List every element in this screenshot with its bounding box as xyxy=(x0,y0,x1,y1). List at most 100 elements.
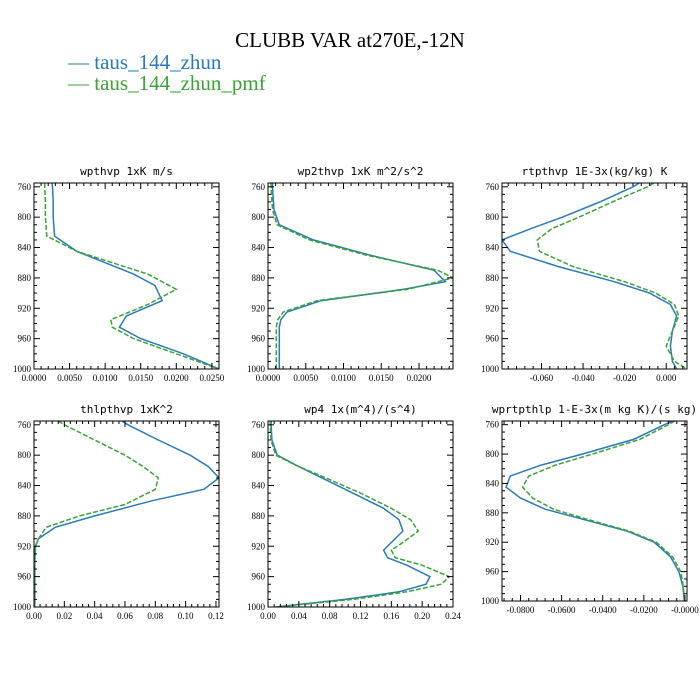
y-tick-label: 800 xyxy=(18,450,32,460)
x-tick-label: 0.0050 xyxy=(293,373,318,383)
y-tick-label: 960 xyxy=(252,334,266,344)
plot-frame xyxy=(267,182,454,370)
x-tick-label: 0.0150 xyxy=(128,373,153,383)
chart-panel-5: wprtpthlp 1-E-3x(m kg K)/(s kg) 760 800 840… xyxy=(481,403,699,615)
x-tick-label: 0.06 xyxy=(117,611,133,621)
plot-frame xyxy=(267,420,454,608)
legend-label-zhun: taus_144_zhun xyxy=(94,50,222,74)
y-tick-label: 760 xyxy=(18,420,32,430)
chart-panel-2: rtpthvp 1E-3x(kg/kg) K 760 800 840 880 920 960… xyxy=(481,165,688,383)
y-tick-label: 880 xyxy=(486,273,500,283)
x-tick-label: 0.02 xyxy=(56,611,72,621)
x-tick-label: 0.0100 xyxy=(331,373,356,383)
y-tick-label: 1000 xyxy=(13,364,32,374)
y-tick-label: 840 xyxy=(18,243,32,253)
chart-panel-0: wpthvp 1xK m/s76080084088092096010000.00… xyxy=(13,165,225,383)
x-tick-label: -0.0200 xyxy=(630,605,658,615)
legend-entry-zhun-pmf: — taus_144_zhun_pmf xyxy=(68,71,266,96)
series-line-zhun xyxy=(51,183,219,369)
y-tick-label: 920 xyxy=(18,541,32,551)
series-line-zhun xyxy=(502,183,678,369)
x-tick-label: 0.12 xyxy=(353,611,369,621)
y-tick-label: 880 xyxy=(252,273,266,283)
chart-title: rtpthvp 1E-3x(kg/kg) K xyxy=(522,165,668,178)
y-tick-label: 960 xyxy=(18,334,32,344)
x-tick-label: 0.08 xyxy=(147,611,163,621)
x-tick-label: 0.000 xyxy=(656,373,677,383)
x-tick-label: 0.00 xyxy=(26,611,42,621)
y-tick-label: 1000 xyxy=(247,364,266,374)
y-tick-label: 920 xyxy=(486,303,500,313)
figure-title: CLUBB VAR at270E,-12N xyxy=(235,28,465,52)
y-tick-label: 960 xyxy=(252,572,266,582)
x-tick-label: 0.0150 xyxy=(369,373,394,383)
x-tick-label: -0.0400 xyxy=(589,605,617,615)
y-tick-label: 960 xyxy=(486,334,500,344)
x-tick-label: 0.16 xyxy=(383,611,399,621)
chart-title: thlpthvp 1xK^2 xyxy=(80,403,173,416)
plot-frame xyxy=(33,420,220,608)
y-tick-label: 760 xyxy=(252,420,266,430)
y-tick-label: 1000 xyxy=(481,364,500,374)
x-tick-label: 0.08 xyxy=(322,611,338,621)
x-tick-label: -0.0800 xyxy=(507,605,535,615)
y-tick-label: 760 xyxy=(486,182,500,192)
x-tick-label: 0.0250 xyxy=(200,373,225,383)
legend-swatch-zhun-pmf: — xyxy=(68,71,89,95)
y-tick-label: 920 xyxy=(252,541,266,551)
legend-swatch-zhun: — xyxy=(68,50,89,74)
legend-entry-zhun: — taus_144_zhun xyxy=(68,50,221,75)
y-tick-label: 800 xyxy=(18,212,32,222)
y-tick-label: 960 xyxy=(18,572,32,582)
chart-panel-4: wp4 1x(m^4)/(s^4)76080084088092096010000… xyxy=(247,403,461,621)
y-tick-label: 880 xyxy=(18,273,32,283)
plot-frame xyxy=(501,420,688,602)
x-tick-label: 0.24 xyxy=(445,611,461,621)
y-tick-label: 760 xyxy=(18,182,32,192)
series-line-zhun xyxy=(505,421,686,601)
x-tick-label: 0.0000 xyxy=(22,373,47,383)
y-tick-label: 760 xyxy=(252,182,266,192)
x-tick-label: 0.12 xyxy=(208,611,224,621)
y-tick-label: 880 xyxy=(252,511,266,521)
x-tick-label: -0.040 xyxy=(571,373,595,383)
y-tick-label: 800 xyxy=(252,212,266,222)
x-tick-label: 0.0200 xyxy=(407,373,432,383)
x-tick-label: 0.0200 xyxy=(164,373,189,383)
y-tick-label: 840 xyxy=(486,243,500,253)
y-tick-label: 840 xyxy=(18,481,32,491)
y-tick-label: 920 xyxy=(486,537,500,547)
y-tick-label: 880 xyxy=(486,508,500,518)
x-tick-label: 0.04 xyxy=(291,611,307,621)
series-line-zhun-pmf xyxy=(270,183,453,369)
x-tick-label: 0.20 xyxy=(414,611,430,621)
y-tick-label: 1000 xyxy=(481,596,500,606)
series-line-zhun xyxy=(270,421,431,607)
chart-panel-3: thlpthvp 1xK^2 760 800 840 880 920 960 10000.00… xyxy=(13,403,224,621)
chart-title: wp2thvp 1xK m^2/s^2 xyxy=(298,165,424,178)
x-tick-label: 0.0100 xyxy=(93,373,118,383)
y-tick-label: 840 xyxy=(252,243,266,253)
y-tick-label: 920 xyxy=(252,303,266,313)
y-tick-label: 840 xyxy=(252,481,266,491)
x-tick-label: -0.0600 xyxy=(548,605,576,615)
series-line-zhun xyxy=(271,183,447,369)
x-tick-label: -0.0000 xyxy=(671,605,699,615)
x-tick-label: 0.0050 xyxy=(57,373,82,383)
plot-frame xyxy=(33,182,220,370)
x-tick-label: 0.04 xyxy=(87,611,103,621)
y-tick-label: 960 xyxy=(486,567,500,577)
y-tick-label: 920 xyxy=(18,303,32,313)
chart-panel-1: wp2thvp 1xK m^2/s^2 760 800 840 880 920 960 100… xyxy=(247,165,454,383)
x-tick-label: 0.00 xyxy=(260,611,276,621)
y-tick-label: 1000 xyxy=(247,602,266,612)
y-tick-label: 800 xyxy=(486,212,500,222)
x-tick-label: 0.0000 xyxy=(256,373,281,383)
chart-title: wp4 1x(m^4)/(s^4) xyxy=(304,403,417,416)
legend-label-zhun-pmf: taus_144_zhun_pmf xyxy=(94,71,266,95)
y-tick-label: 1000 xyxy=(13,602,32,612)
x-tick-label: -0.060 xyxy=(530,373,554,383)
series-line-zhun-pmf xyxy=(43,183,219,369)
series-line-zhun-pmf xyxy=(521,421,686,601)
series-line-zhun-pmf xyxy=(269,421,451,607)
